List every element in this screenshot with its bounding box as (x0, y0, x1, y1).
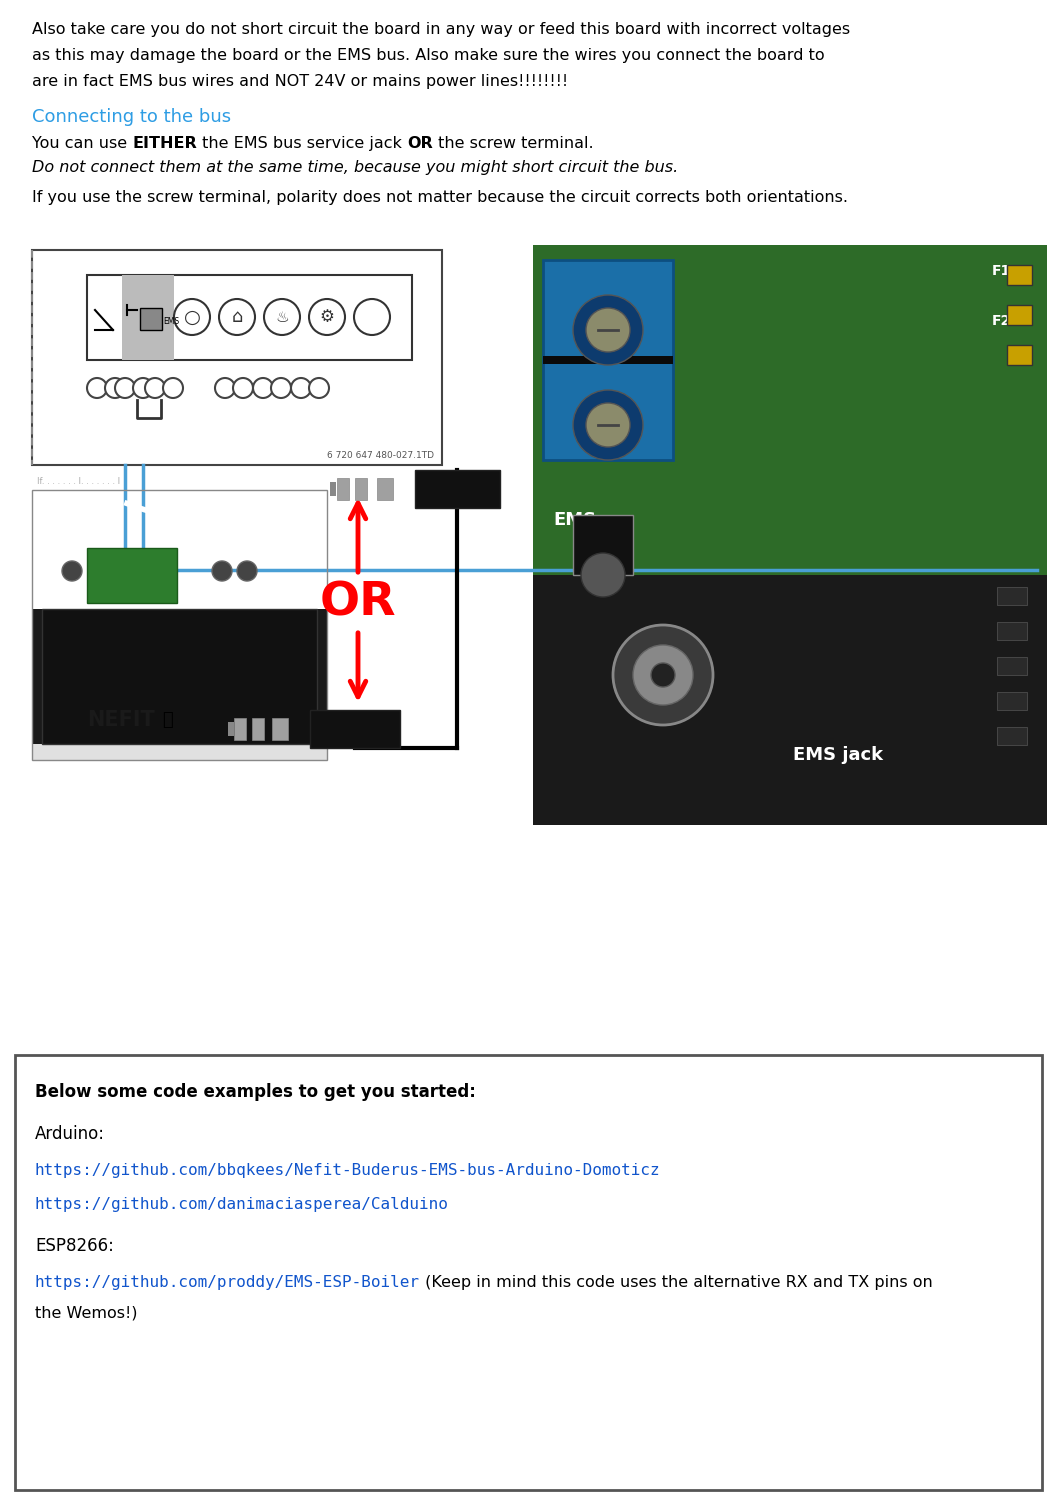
Text: NEFIT: NEFIT (87, 710, 154, 729)
Text: You can use: You can use (32, 136, 132, 151)
Text: Also take care you do not short circuit the board in any way or feed this board : Also take care you do not short circuit … (32, 23, 850, 38)
Bar (997, 692, 1027, 710)
Text: OR: OR (407, 136, 432, 151)
Text: ♨: ♨ (275, 309, 289, 324)
Circle shape (651, 663, 675, 687)
Text: ⌂: ⌂ (231, 307, 243, 326)
Text: the EMS bus service jack: the EMS bus service jack (197, 136, 407, 151)
Bar (32, 250, 442, 466)
Bar (543, 261, 673, 460)
Circle shape (633, 645, 693, 705)
Text: If. . . . . . . l. . . . . . . l: If. . . . . . . l. . . . . . . l (37, 478, 120, 485)
Circle shape (586, 307, 630, 353)
Circle shape (581, 553, 625, 597)
Bar (997, 726, 1027, 744)
Bar (228, 722, 234, 735)
Bar (377, 478, 393, 500)
Bar (355, 478, 367, 500)
Text: https://github.com/proddy/EMS-ESP-Boiler: https://github.com/proddy/EMS-ESP-Boiler (35, 1275, 420, 1290)
Circle shape (233, 378, 253, 398)
Bar (252, 717, 264, 740)
Circle shape (573, 390, 643, 460)
Circle shape (219, 298, 255, 335)
Circle shape (133, 378, 153, 398)
Text: Do not connect them at the same time, because you might short circuit the bus.: Do not connect them at the same time, be… (32, 160, 679, 175)
Bar (573, 515, 633, 576)
Text: Below some code examples to get you started:: Below some code examples to get you star… (35, 1084, 476, 1102)
Bar (997, 588, 1027, 604)
Text: (Keep in mind this code uses the alternative RX and TX pins on: (Keep in mind this code uses the alterna… (420, 1275, 932, 1290)
Text: Connecting to the bus: Connecting to the bus (32, 109, 231, 127)
Circle shape (105, 378, 125, 398)
Bar (272, 717, 288, 740)
Circle shape (354, 298, 390, 335)
Bar (533, 576, 1047, 824)
Circle shape (163, 378, 183, 398)
Text: F2: F2 (993, 313, 1012, 329)
Bar (1007, 265, 1032, 285)
Text: F1: F1 (993, 264, 1012, 277)
Bar (32, 684, 327, 760)
Text: https://github.com/danimaciasperea/Calduino: https://github.com/danimaciasperea/Caldu… (35, 1197, 449, 1212)
Bar (87, 274, 412, 360)
Circle shape (291, 378, 311, 398)
Circle shape (264, 298, 300, 335)
Bar (330, 482, 336, 496)
Circle shape (145, 378, 165, 398)
Bar (87, 549, 177, 603)
Bar (533, 246, 1047, 824)
Bar (122, 274, 174, 360)
Circle shape (115, 378, 135, 398)
Circle shape (309, 298, 345, 335)
Circle shape (174, 298, 210, 335)
Bar (32, 609, 327, 744)
Bar (543, 356, 673, 365)
Circle shape (215, 378, 235, 398)
Text: the screw terminal.: the screw terminal. (432, 136, 593, 151)
Circle shape (586, 402, 630, 448)
Text: 6 720 647 480-027.1TD: 6 720 647 480-027.1TD (327, 451, 434, 460)
Circle shape (271, 378, 291, 398)
Text: ○: ○ (184, 307, 201, 327)
Bar (310, 710, 400, 747)
Text: EMS: EMS (163, 318, 179, 327)
Text: ⚙: ⚙ (319, 307, 334, 326)
Bar (1007, 345, 1032, 365)
Text: OR: OR (319, 580, 396, 625)
Text: EMS-: EMS- (553, 511, 604, 529)
Bar (42, 609, 317, 744)
Bar (415, 470, 500, 508)
Bar (234, 717, 246, 740)
Bar (140, 307, 162, 330)
Text: ESP8266:: ESP8266: (35, 1237, 114, 1255)
Circle shape (309, 378, 329, 398)
Bar (32, 625, 327, 684)
Bar (997, 622, 1027, 640)
Text: EMS jack: EMS jack (793, 746, 884, 764)
Text: EITHER: EITHER (132, 136, 197, 151)
Text: the Wemos!): the Wemos!) (35, 1305, 137, 1320)
Text: https://github.com/bbqkees/Nefit-Buderus-EMS-bus-Arduino-Domoticz: https://github.com/bbqkees/Nefit-Buderus… (35, 1163, 661, 1178)
Text: If you use the screw terminal, polarity does not matter because the circuit corr: If you use the screw terminal, polarity … (32, 190, 848, 205)
Circle shape (62, 561, 82, 582)
Circle shape (573, 295, 643, 365)
Bar (15, 1055, 1042, 1490)
Circle shape (87, 378, 107, 398)
Bar (1007, 304, 1032, 326)
Text: are in fact EMS bus wires and NOT 24V or mains power lines!!!!!!!!: are in fact EMS bus wires and NOT 24V or… (32, 74, 568, 89)
Circle shape (237, 561, 257, 582)
Bar (337, 478, 349, 500)
Circle shape (613, 625, 713, 725)
Text: 🔥: 🔥 (162, 710, 172, 728)
Bar (997, 657, 1027, 675)
Circle shape (212, 561, 231, 582)
Text: as this may damage the board or the EMS bus. Also make sure the wires you connec: as this may damage the board or the EMS … (32, 48, 824, 63)
Bar (32, 490, 327, 760)
Circle shape (253, 378, 273, 398)
Text: Arduino:: Arduino: (35, 1126, 105, 1142)
